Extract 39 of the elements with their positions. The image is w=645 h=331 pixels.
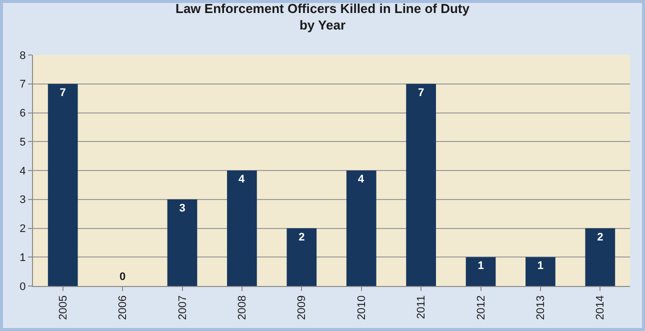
x-tick-label: 2011 [416, 295, 428, 320]
y-tick-label: 7 [20, 78, 26, 91]
x-tick-label: 2010 [356, 295, 368, 320]
data-label: 4 [238, 174, 246, 186]
bar [48, 84, 78, 286]
y-tick-label: 5 [20, 136, 26, 148]
x-tick-label: 2009 [296, 295, 308, 320]
y-tick-label: 3 [20, 194, 26, 206]
x-tick-label: 2013 [535, 295, 548, 320]
x-tick-label: 2014 [594, 295, 607, 320]
bar [406, 84, 436, 286]
bar [466, 257, 496, 286]
x-tick-label: 2007 [176, 295, 189, 320]
data-label: 3 [179, 202, 186, 214]
y-tick-label: 2 [20, 223, 26, 236]
bar [585, 228, 616, 286]
chart-title: Law Enforcement Officers Killed in Line of Duty by Year [176, 0, 470, 33]
y-tick-label: 6 [20, 108, 26, 120]
data-label: 4 [358, 174, 365, 186]
y-tick-label: 1 [20, 252, 26, 264]
data-label: 0 [119, 271, 126, 283]
y-tick-label: 8 [20, 50, 26, 62]
x-tick-label: 2012 [475, 295, 488, 320]
bar [227, 170, 257, 286]
bar [526, 257, 556, 286]
y-tick-label: 4 [20, 165, 26, 178]
bar [346, 170, 376, 286]
bar [167, 199, 198, 286]
x-tick-label: 2005 [57, 295, 70, 320]
x-tick-label: 2008 [236, 295, 249, 320]
data-label: 1 [537, 260, 544, 272]
data-label: 7 [60, 86, 66, 99]
x-tick-label: 2006 [117, 295, 130, 320]
data-label: 7 [418, 86, 424, 99]
data-label: 2 [597, 231, 604, 244]
data-label: 1 [478, 260, 484, 272]
y-tick-label: 0 [20, 280, 26, 293]
bar [286, 228, 317, 286]
data-label: 2 [298, 231, 305, 244]
